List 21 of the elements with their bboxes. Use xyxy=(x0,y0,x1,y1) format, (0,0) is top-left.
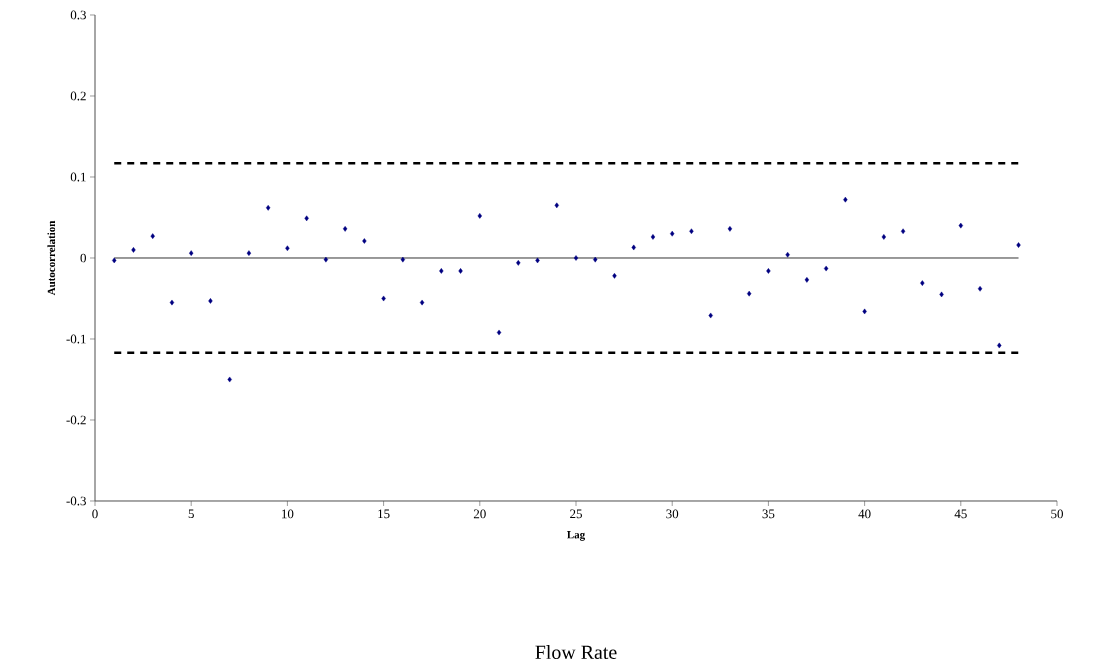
x-tick-label: 25 xyxy=(570,509,582,519)
x-tick-label: 35 xyxy=(762,509,775,519)
x-tick-label: 40 xyxy=(858,509,871,519)
y-tick-label: -0.2 xyxy=(66,415,86,425)
y-tick-label: 0 xyxy=(80,253,86,263)
x-tick-label: 20 xyxy=(473,509,486,519)
x-tick-label: 15 xyxy=(378,509,390,519)
y-tick-label: 0.1 xyxy=(70,172,86,182)
x-tick-label: 45 xyxy=(954,509,967,519)
y-tick-label: 0.3 xyxy=(70,10,86,20)
x-tick-label: 0 xyxy=(92,509,98,519)
y-tick-label: -0.3 xyxy=(66,496,86,506)
text: Flow Rate xyxy=(535,644,617,659)
x-tick-label: 50 xyxy=(1051,509,1063,519)
y-axis-title: Autocorrelation xyxy=(47,220,56,296)
x-tick-label: 5 xyxy=(188,509,194,519)
x-tick-label: 10 xyxy=(282,509,294,519)
x-tick-label: 30 xyxy=(666,509,679,519)
x-axis-title: Lag xyxy=(567,531,586,541)
y-tick-label: 0.2 xyxy=(70,91,86,101)
y-tick-label: -0.1 xyxy=(66,334,86,344)
